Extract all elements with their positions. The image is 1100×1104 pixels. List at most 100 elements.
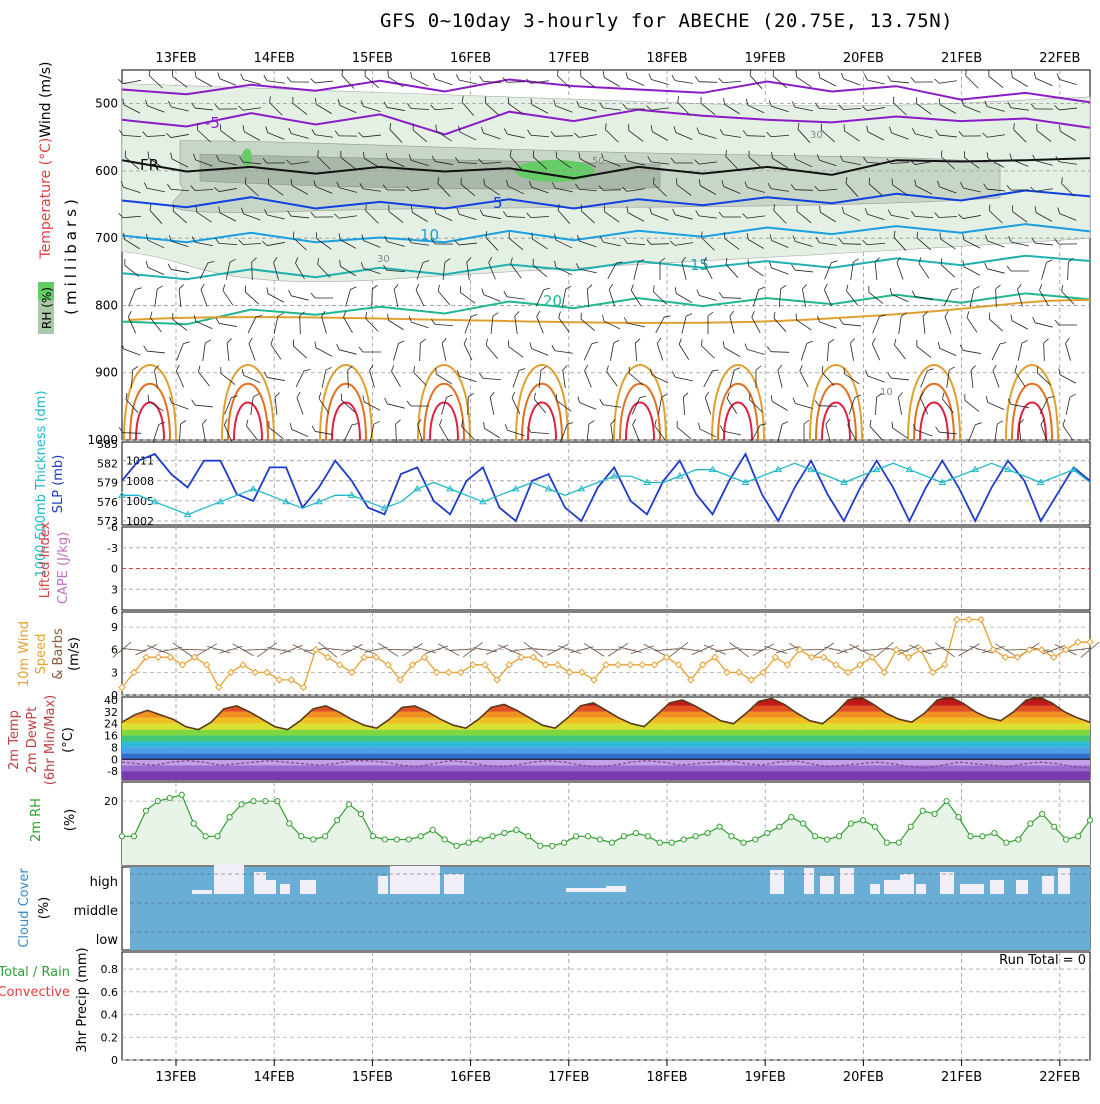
series-marker [1051, 654, 1057, 660]
wind-barb [970, 646, 993, 653]
wind-barb [656, 314, 671, 336]
series-marker [458, 669, 464, 675]
wind-barb [155, 285, 163, 307]
wind-barb [394, 340, 405, 363]
series-marker [633, 830, 638, 835]
series-marker [204, 662, 210, 668]
series-marker [980, 834, 985, 839]
series-marker [430, 827, 435, 832]
wind-barb [269, 338, 285, 359]
wind-barb [850, 338, 859, 361]
ylabel-pressure: (millibars) [62, 195, 80, 315]
ytick-temperature: 24 [104, 718, 118, 731]
series-marker [382, 837, 387, 842]
date-label-top: 20FEB [843, 51, 884, 66]
wind-barb [432, 73, 454, 85]
series-marker [454, 843, 459, 848]
temperature-band [122, 730, 1090, 736]
wind-barb [1066, 393, 1075, 416]
wind-barb [804, 420, 809, 442]
ylabel-wind: Speed [34, 634, 49, 675]
wind-barb [275, 393, 282, 415]
ylabel-cloud-units: (%) [37, 897, 52, 920]
panel-frame [122, 952, 1090, 1060]
wind-barb [296, 392, 308, 414]
series-marker [657, 840, 662, 845]
series-marker [514, 827, 519, 832]
wind-barb [290, 340, 310, 358]
series-marker [526, 834, 531, 839]
wind-barb [441, 338, 450, 361]
series-marker [478, 837, 483, 842]
series-marker [621, 834, 626, 839]
wind-barb [346, 286, 357, 309]
series-marker [167, 795, 172, 800]
ytick-temperature: 40 [104, 694, 118, 707]
series-marker [567, 669, 573, 675]
wind-barb [433, 368, 454, 384]
series-line [122, 620, 1090, 688]
wind-barb [179, 285, 186, 307]
wind-barb [359, 347, 381, 352]
wind-barb [242, 286, 262, 304]
series-marker [813, 834, 818, 839]
series-marker [801, 821, 806, 826]
series-marker [574, 834, 579, 839]
series-marker [346, 802, 351, 807]
ylabel-cloud: Cloud Cover [17, 868, 32, 948]
wind-barb [491, 312, 498, 334]
series-marker [1063, 647, 1069, 653]
wind-barb [699, 339, 718, 358]
series-marker [884, 840, 889, 845]
ytick-lifted-index: -6 [107, 521, 118, 534]
chart-title: GFS 0~10day 3-hourly for ABECHE (20.75E,… [380, 10, 953, 32]
isotherm-label: 5 [493, 194, 503, 212]
temperature-contour [822, 403, 850, 441]
ytick-precip: 0 [111, 1054, 118, 1067]
wind-barb [1059, 285, 1078, 304]
ytick-lifted-index: 3 [111, 583, 118, 596]
wind-barb [656, 338, 668, 360]
wind-barb [1061, 419, 1077, 440]
date-label-bottom: 14FEB [254, 1070, 295, 1085]
series-marker [337, 662, 343, 668]
cloud-clear [990, 880, 1004, 894]
wind-barb [438, 419, 453, 441]
wind-barb [383, 398, 406, 408]
series-marker [239, 802, 244, 807]
ylabel-cape: CAPE (J/kg) [56, 532, 71, 604]
wind-barb [551, 345, 573, 353]
wind-barb [459, 420, 478, 439]
date-label-bottom: 15FEB [352, 1070, 393, 1085]
temperature-band [122, 747, 1090, 753]
series-marker [978, 617, 984, 623]
wind-barb [1068, 258, 1074, 280]
ytick-thickness: 582 [97, 457, 118, 470]
wind-barb [408, 316, 430, 328]
wind-barb [175, 365, 189, 387]
rh-contour-label: 30 [810, 130, 823, 141]
wind-barb [673, 287, 695, 302]
series-marker [446, 669, 452, 675]
ylabel-precip-total: Total / Rain [0, 965, 70, 980]
series-marker [920, 808, 925, 813]
wind-barb [311, 76, 333, 83]
wind-barb [583, 365, 596, 387]
series-marker [287, 821, 292, 826]
series-marker [1075, 639, 1081, 645]
wind-barb [414, 284, 428, 306]
series-marker [143, 808, 148, 813]
wind-barb [863, 74, 886, 84]
rh-contour-label: 30 [377, 254, 390, 265]
wind-barb [1019, 420, 1026, 442]
temperature-band [122, 724, 1090, 730]
series-marker [954, 617, 960, 623]
series-marker [1004, 840, 1009, 845]
series-marker [180, 662, 186, 668]
wind-barb [200, 284, 212, 306]
isotherm-label: 20 [543, 292, 562, 310]
series-marker [777, 824, 782, 829]
wind-barb [169, 70, 190, 87]
wind-barb [484, 339, 502, 359]
